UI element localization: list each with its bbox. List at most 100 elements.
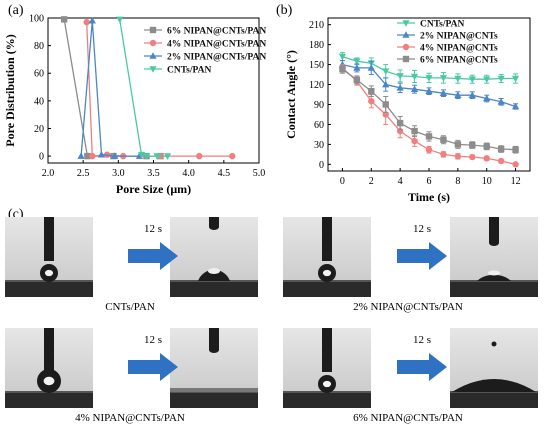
data-point bbox=[382, 80, 390, 88]
data-point bbox=[454, 91, 462, 98]
droplet-highlight bbox=[44, 269, 54, 277]
data-point bbox=[382, 101, 389, 108]
data-point bbox=[338, 53, 347, 61]
legend-label: 2% NIPAN@CNTs/PAN bbox=[167, 53, 266, 63]
arrow-shape bbox=[128, 353, 178, 381]
data-point bbox=[367, 64, 375, 71]
data-point bbox=[339, 66, 346, 73]
data-point bbox=[229, 152, 236, 160]
data-point bbox=[84, 152, 91, 160]
data-point bbox=[454, 153, 462, 160]
data-point bbox=[425, 146, 433, 153]
y-tick-label: 0 bbox=[319, 160, 324, 171]
droplet-highlight bbox=[208, 268, 220, 274]
x-tick-label: 0 bbox=[340, 176, 345, 187]
substrate bbox=[283, 392, 371, 408]
droplet-image bbox=[283, 217, 371, 297]
legend-marker bbox=[402, 55, 410, 63]
y-tick-label: 150 bbox=[309, 60, 324, 71]
y-tick-label: 60 bbox=[34, 69, 44, 80]
data-point bbox=[368, 87, 375, 95]
data-point bbox=[368, 97, 375, 105]
data-point bbox=[440, 136, 447, 143]
data-point bbox=[196, 152, 203, 160]
time-label: 12 s bbox=[143, 223, 163, 235]
x-tick-label: 6 bbox=[427, 176, 432, 187]
photo-before bbox=[5, 328, 93, 408]
y-axis-label: Contact Angle (°) bbox=[284, 50, 298, 139]
series-2-nipan-cnts bbox=[338, 60, 520, 110]
legend: CNTs/PAN 2% NIPAN@CNTs 4% NIPAN@CNTs 6% NIP… bbox=[397, 20, 498, 66]
x-tick-label: 10 bbox=[482, 176, 492, 187]
time-label: 12 s bbox=[412, 334, 432, 346]
substrate bbox=[170, 281, 258, 297]
y-tick-label: 80 bbox=[34, 41, 44, 52]
arrow-shape bbox=[397, 242, 447, 270]
needle bbox=[322, 328, 332, 372]
photo-after bbox=[170, 217, 258, 297]
needle bbox=[489, 217, 499, 243]
droplet-image bbox=[5, 217, 93, 297]
legend-label: 4% NIPAN@CNTs/PAN bbox=[167, 40, 266, 50]
y-tick-label: 60 bbox=[314, 120, 324, 131]
data-point bbox=[142, 153, 151, 160]
y-tick-label: 120 bbox=[309, 80, 324, 91]
series-line bbox=[119, 19, 168, 157]
x-tick-label: 4 bbox=[398, 176, 403, 187]
arrow-shape bbox=[128, 242, 178, 270]
droplet-image bbox=[170, 217, 258, 297]
data-point bbox=[410, 73, 419, 81]
y-tick-label: 30 bbox=[314, 140, 324, 151]
data-point bbox=[497, 157, 505, 165]
legend-marker bbox=[149, 52, 157, 59]
needle-tip bbox=[491, 341, 497, 347]
data-point bbox=[163, 153, 172, 160]
data-point bbox=[89, 152, 96, 160]
data-point bbox=[60, 16, 68, 23]
droplet-highlight bbox=[43, 376, 55, 386]
legend-label: 6% NIPAN@CNTs/PAN bbox=[167, 27, 266, 37]
data-point bbox=[469, 153, 476, 161]
arrow-shape bbox=[397, 353, 447, 381]
needle-tip bbox=[209, 347, 219, 353]
panel-label-a: (a) bbox=[8, 3, 24, 18]
data-point bbox=[511, 75, 520, 83]
legend-marker bbox=[402, 20, 410, 27]
data-point bbox=[411, 137, 418, 145]
substrate bbox=[5, 281, 93, 297]
arrow-icon bbox=[397, 242, 447, 270]
droplet-image bbox=[450, 328, 538, 408]
data-point bbox=[497, 75, 505, 83]
legend-marker bbox=[402, 31, 410, 38]
x-tick-label: 3.0 bbox=[112, 168, 125, 179]
data-point bbox=[425, 75, 433, 82]
x-tick-label: 5.0 bbox=[253, 168, 266, 179]
series-6-nipan-cnts bbox=[339, 64, 519, 154]
photo-after bbox=[170, 328, 258, 408]
x-axis-label: Pore Size (μm) bbox=[116, 182, 191, 196]
x-tick-label: 8 bbox=[455, 176, 460, 187]
time-arrow: 12 s bbox=[395, 223, 449, 273]
data-point bbox=[497, 98, 505, 105]
time-arrow: 12 s bbox=[126, 334, 180, 384]
x-tick-label: 2 bbox=[369, 176, 374, 187]
y-tick-label: 90 bbox=[314, 100, 324, 111]
arrow-icon bbox=[128, 242, 178, 270]
substrate bbox=[170, 392, 258, 408]
wetted-film bbox=[170, 388, 258, 392]
droplet-image bbox=[5, 328, 93, 408]
needle bbox=[44, 328, 54, 372]
droplet bbox=[452, 379, 536, 392]
data-point bbox=[454, 141, 462, 148]
legend-label: CNTs/PAN bbox=[167, 66, 211, 76]
series-6-nipan-cnts-pan bbox=[60, 16, 164, 160]
data-point bbox=[469, 141, 476, 149]
data-point bbox=[353, 76, 361, 84]
data-point bbox=[483, 76, 491, 83]
series-4-nipan-cnts bbox=[339, 64, 519, 168]
sample-label: 6% NIPAN@CNTs/PAN bbox=[353, 412, 463, 424]
data-point bbox=[439, 89, 448, 96]
photo-before bbox=[283, 328, 371, 408]
y-axis-label: Pore Distribution (%) bbox=[3, 34, 17, 146]
data-point bbox=[411, 127, 418, 135]
